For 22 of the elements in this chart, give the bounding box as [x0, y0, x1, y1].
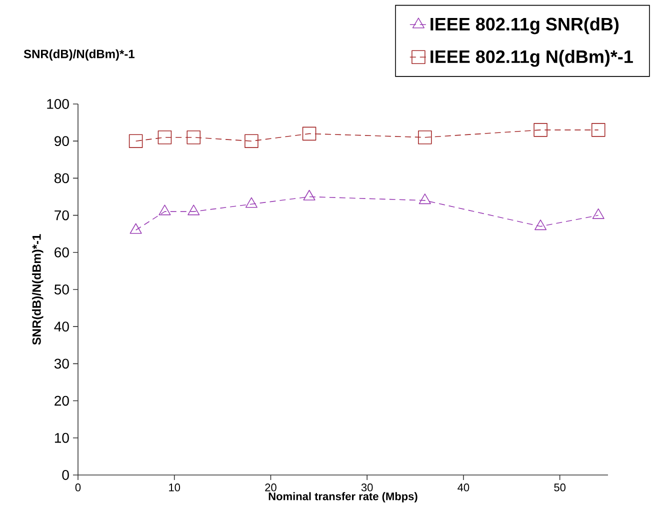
- y-tick-label: 80: [54, 173, 69, 184]
- x-tick-label: 50: [554, 484, 566, 492]
- y-tick-label: 50: [54, 284, 69, 294]
- y-tick-label: 90: [54, 136, 69, 146]
- x-tick-label: 30: [361, 484, 373, 492]
- x-tick-label: 0: [75, 484, 81, 492]
- legend-label: IEEE 802.11g SNR(dB): [430, 17, 619, 34]
- y-tick-label: 20: [54, 396, 69, 406]
- chart-title: SNR(dB)/N(dBm)*-1: [24, 49, 135, 61]
- y-tick-label: 40: [54, 322, 69, 332]
- y-tick-label: 10: [54, 432, 69, 443]
- y-tick-label: 30: [54, 358, 69, 369]
- y-tick-label: 100: [47, 99, 69, 109]
- x-tick-label: 20: [265, 484, 276, 492]
- y-tick-label: 60: [54, 247, 69, 258]
- x-tick-label: 40: [458, 484, 470, 492]
- x-tick-label: 10: [169, 484, 180, 492]
- y-axis-title: SNR(dB)/N(dBm)*-1: [32, 234, 44, 345]
- y-tick-label: 70: [54, 210, 69, 220]
- x-axis-title: Nominal transfer rate (Mbps): [268, 492, 418, 502]
- y-tick-label: 0: [62, 470, 69, 480]
- legend-label: IEEE 802.11g N(dBm)*-1: [430, 50, 633, 67]
